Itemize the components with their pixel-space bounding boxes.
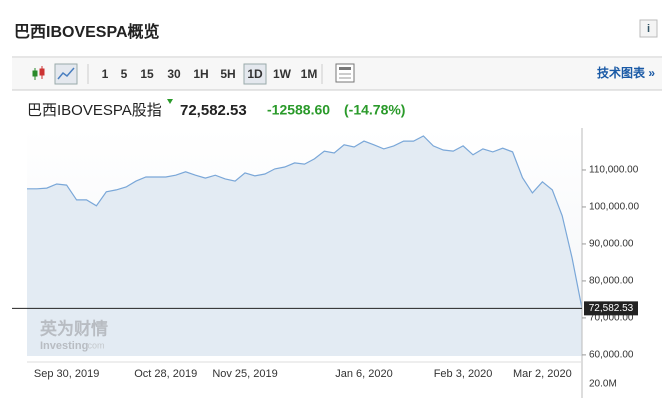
x-tick-label: Sep 30, 2019 <box>34 368 99 380</box>
x-tick-label: Jan 6, 2020 <box>335 368 393 380</box>
watermark-domain: .com <box>85 340 105 350</box>
area-fill <box>27 136 582 356</box>
y-tick-label: 100,000.00 <box>589 202 639 213</box>
line-chart-button[interactable] <box>54 63 78 85</box>
interval-button[interactable]: 1 <box>102 67 109 81</box>
info-icon[interactable]: i <box>647 23 650 35</box>
interval-button[interactable]: 1M <box>301 67 318 81</box>
interval-button[interactable]: 5H <box>220 67 235 81</box>
down-arrow <box>167 99 173 104</box>
last-price-box <box>584 301 638 316</box>
interval-button[interactable]: 15 <box>140 67 154 81</box>
y-tick-label: 70,000.00 <box>589 313 634 324</box>
y-tick-label: 80,000.00 <box>589 276 634 287</box>
candle-icon[interactable] <box>32 66 45 80</box>
info-button[interactable] <box>639 19 658 38</box>
last-price-label: 72,582.53 <box>589 303 634 314</box>
watermark-sub: Investing <box>40 340 88 352</box>
y-tick-label: 110,000.00 <box>589 165 639 176</box>
calendar-icon[interactable] <box>335 63 355 83</box>
y-tick-label: 60,000.00 <box>589 350 634 361</box>
quote-price: 72,582.53 <box>180 102 247 119</box>
quote-name: 巴西IBOVESPA股指 <box>27 102 162 119</box>
x-tick-label: Oct 28, 2019 <box>134 368 197 380</box>
interval-button[interactable]: 1W <box>273 67 292 81</box>
price-line <box>27 135 583 309</box>
line-icon <box>57 67 75 80</box>
interval-button[interactable]: 30 <box>167 67 181 81</box>
volume-tick: 20.0M <box>589 379 617 390</box>
page-title: 巴西IBOVESPA概览 <box>14 22 160 41</box>
x-tick-label: Mar 2, 2020 <box>513 368 572 380</box>
x-tick-label: Feb 3, 2020 <box>434 368 493 380</box>
interval-button[interactable]: 1H <box>193 67 208 81</box>
quote-change: -12588.60 <box>267 102 330 118</box>
interval-selected <box>243 63 267 85</box>
interval-button[interactable]: 5 <box>121 67 128 81</box>
tech-chart-link[interactable]: 技术图表 » <box>597 65 655 80</box>
y-tick-label: 90,000.00 <box>589 239 634 250</box>
interval-button[interactable]: 1D <box>247 67 263 81</box>
quote-change-pct: (-14.78%) <box>344 102 405 118</box>
x-tick-label: Nov 25, 2019 <box>212 368 277 380</box>
watermark: 英为财情 <box>40 318 108 338</box>
